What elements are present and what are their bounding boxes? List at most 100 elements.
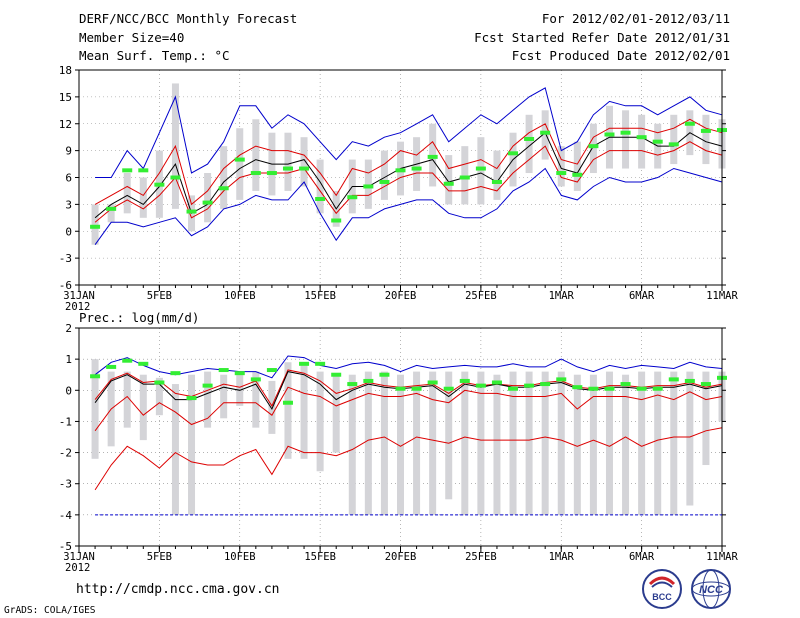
spread-bar (91, 359, 99, 459)
observed-marker (491, 179, 502, 184)
observed-marker (202, 200, 213, 205)
observed-marker (459, 378, 470, 383)
spread-bar (605, 371, 613, 515)
spread-bar (204, 371, 212, 428)
observed-marker (315, 197, 326, 201)
spread-bar (654, 371, 662, 515)
spread-bar (155, 377, 163, 416)
observed-marker (138, 168, 149, 173)
spread-bar (123, 173, 131, 214)
x-tick-label: 5FEB (147, 551, 172, 563)
observed-marker (604, 386, 615, 391)
x-tick-label: 31JAN (63, 551, 95, 563)
spread-bar (91, 204, 99, 245)
observed-marker (588, 144, 599, 149)
observed-marker (524, 136, 535, 141)
year-label: 2012 (65, 562, 90, 574)
grads-credit: GrADS: COLA/IGES (4, 605, 96, 616)
observed-marker (668, 142, 679, 147)
observed-marker (427, 380, 438, 385)
observed-marker (491, 380, 502, 385)
observed-marker (90, 374, 101, 379)
observed-marker (668, 377, 679, 382)
min-line (94, 427, 723, 491)
observed-marker (652, 386, 663, 391)
upper-quartile-line (94, 369, 723, 407)
observed-marker (363, 184, 374, 189)
spread-bar (541, 371, 549, 515)
fcst-produced-label: Fcst Produced Date 2012/02/01 (511, 48, 730, 63)
observed-marker (540, 382, 551, 387)
spread-bar (557, 371, 565, 515)
x-tick-label: 25FEB (465, 551, 497, 563)
observed-marker (299, 166, 310, 171)
x-tick-label: 20FEB (385, 290, 417, 302)
x-tick-label: 11MAR (706, 551, 738, 563)
observed-marker (475, 166, 486, 171)
observed-marker (379, 179, 390, 184)
observed-marker (266, 368, 277, 373)
observed-marker (459, 175, 470, 180)
spread-bar (284, 362, 292, 459)
spread-bar (220, 146, 228, 209)
spread-bar (477, 137, 485, 205)
spread-bar (670, 371, 678, 515)
y-tick-label: 0 (65, 225, 72, 238)
spread-bar (397, 374, 404, 515)
max-line (95, 87, 723, 178)
y-tick-label: 18 (59, 64, 72, 77)
spread-bar (477, 371, 485, 515)
spread-bar (316, 371, 324, 472)
spread-bar (139, 177, 147, 218)
y-tick-label: 6 (65, 172, 72, 185)
observed-marker (347, 382, 358, 387)
spread-bar (557, 146, 565, 187)
observed-marker (411, 386, 422, 391)
x-tick-label: 31JAN (63, 290, 95, 302)
observed-marker (620, 130, 631, 135)
observed-marker (234, 371, 245, 376)
spread-bar (252, 371, 260, 428)
observed-marker (556, 377, 567, 382)
spread-bar (573, 374, 581, 515)
x-tick-label: 15FEB (304, 290, 336, 302)
spread-bar (622, 374, 630, 515)
y-tick-label: -2 (59, 447, 72, 460)
precipitation-panel: -5 -4 -3 -2 -1 0 1 2 31JAN 5FEB 10FEB 15FEB 20FEB 25F… (59, 322, 739, 574)
median-line (94, 131, 723, 219)
y-tick-label: -4 (59, 509, 73, 522)
y-tick-label: 9 (65, 145, 72, 158)
observed-marker (122, 168, 133, 173)
spread-bar (541, 110, 549, 160)
spread-bar (348, 374, 356, 515)
x-tick-label: 10FEB (224, 290, 256, 302)
max-line (94, 355, 723, 379)
median-line (94, 371, 723, 411)
observed-marker (620, 382, 631, 387)
spread-bar (188, 374, 196, 515)
chart-title: DERF/NCC/BCC Monthly Forecast (79, 11, 298, 26)
observed-marker (90, 224, 101, 229)
spread-bar (509, 371, 517, 515)
y-tick-label: 12 (59, 118, 72, 131)
y-tick-label: -1 (59, 415, 72, 428)
spread-bar (332, 374, 340, 453)
spread-bar (268, 380, 276, 434)
spread-bar (461, 371, 469, 515)
observed-marker (347, 195, 358, 200)
min-line (94, 167, 723, 245)
y-tick-label: 15 (59, 91, 72, 104)
source-url[interactable]: http://cmdp.ncc.cma.gov.cn (76, 582, 280, 597)
spread-bar (380, 371, 388, 515)
x-tick-label: 6MAR (629, 551, 655, 563)
x-tick-label: 5FEB (147, 290, 172, 302)
spread-bar (622, 110, 630, 169)
spread-bar (461, 146, 469, 205)
observed-marker (604, 132, 615, 137)
observed-marker (282, 400, 293, 405)
observed-marker (540, 130, 551, 135)
year-label: 2012 (65, 301, 90, 313)
observed-marker (556, 171, 567, 176)
member-size-label: Member Size=40 (79, 30, 185, 45)
observed-marker (475, 383, 486, 388)
